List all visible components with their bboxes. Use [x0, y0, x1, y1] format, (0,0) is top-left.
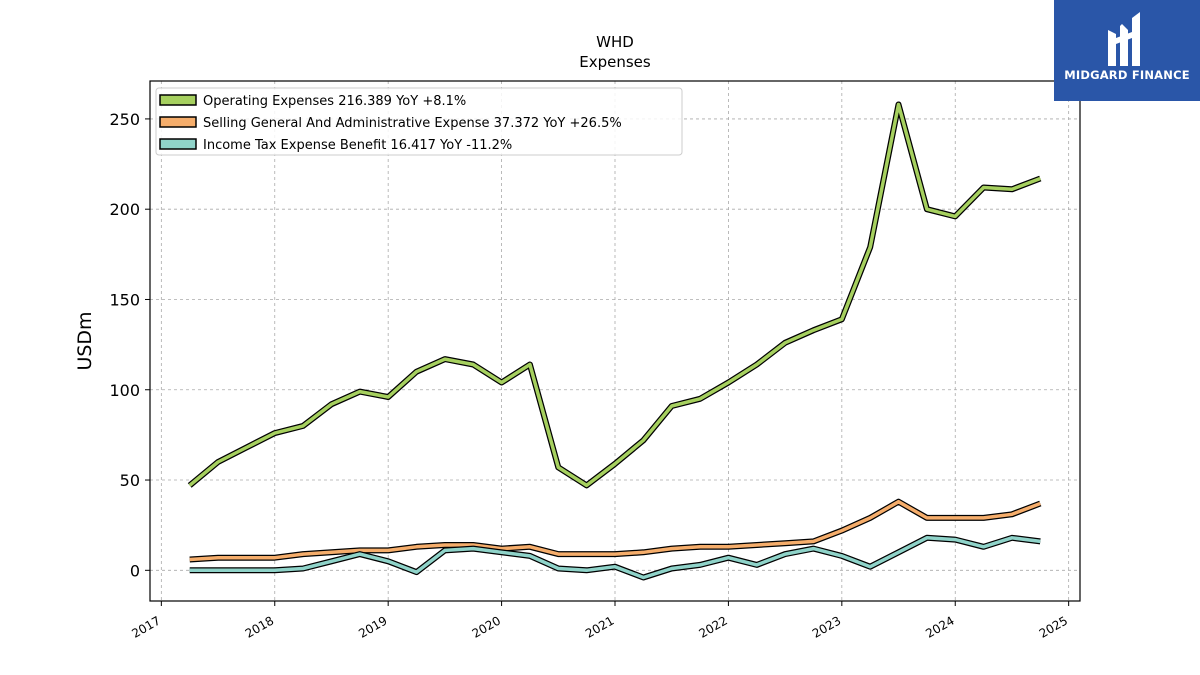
y-tick-label: 100 [109, 381, 140, 400]
y-tick-label: 200 [109, 200, 140, 219]
series-line-0 [188, 102, 1041, 488]
x-tick-label: 2018 [243, 613, 276, 640]
legend-entry-0: Operating Expenses 216.389 YoY +8.1% [203, 94, 466, 109]
series-line-2 [189, 536, 1041, 580]
series-line-1 [189, 499, 1041, 562]
midgard-finance-logo: MIDGARD FINANCE [1054, 0, 1200, 101]
y-tick-label: 150 [109, 290, 140, 309]
legend: Operating Expenses 216.389 YoY +8.1% Sell… [155, 87, 683, 156]
legend-entry-1: Selling General And Administrative Expen… [203, 116, 622, 131]
y-tick-label: 50 [120, 471, 140, 490]
legend-swatch-1 [159, 116, 197, 128]
chart-subtitle: Expenses [579, 53, 651, 71]
x-tick-label: 2025 [1037, 613, 1070, 640]
legend-box [155, 87, 683, 156]
legend-entry-2: Income Tax Expense Benefit 16.417 YoY -1… [203, 138, 512, 153]
x-tick-label: 2021 [583, 613, 616, 640]
y-axis-label: USDm [74, 311, 96, 370]
y-tick-label: 250 [109, 110, 140, 129]
legend-swatch-2 [159, 138, 197, 150]
midgard-logo-icon [1108, 12, 1140, 66]
grid-lines [150, 81, 1080, 601]
logo-text: MIDGARD FINANCE [1064, 68, 1190, 82]
x-tick-label: 2024 [923, 613, 956, 640]
x-tick-label: 2019 [356, 613, 389, 640]
chart-title: WHD [596, 33, 634, 51]
axis-ticks: 0 50 100 150 200 250 2017 2018 2019 2020 2021 2022 2… [109, 110, 1070, 641]
series-lines [187, 101, 1042, 581]
x-tick-label: 2017 [129, 613, 162, 640]
y-tick-label: 0 [130, 561, 140, 580]
x-tick-label: 2022 [696, 613, 729, 640]
x-tick-label: 2023 [810, 613, 843, 640]
x-tick-label: 2020 [470, 613, 503, 640]
legend-swatch-0 [159, 94, 197, 106]
